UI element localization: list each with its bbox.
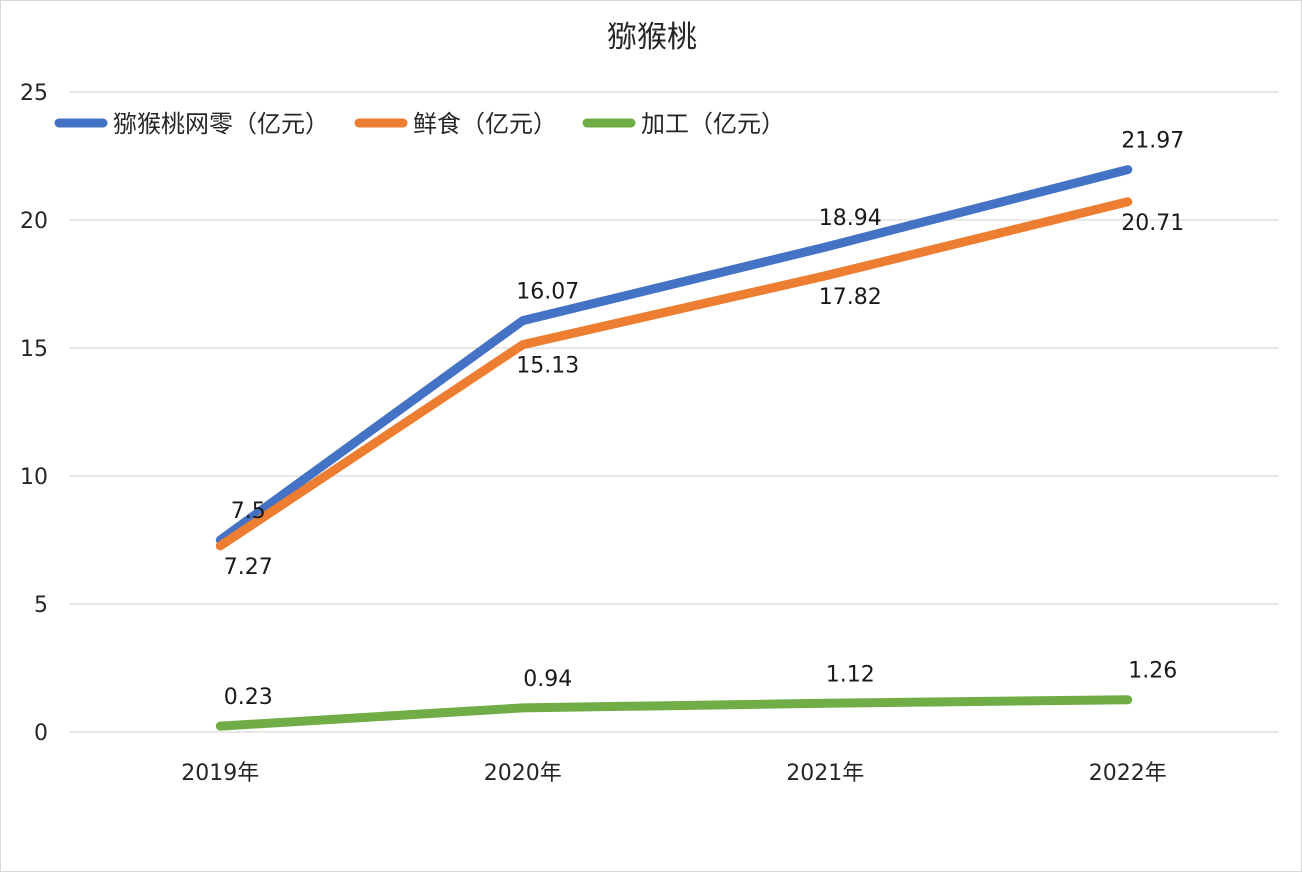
data-label: 15.13 [516, 354, 579, 379]
x-tick-label: 2019年 [181, 761, 259, 786]
y-tick-label: 10 [20, 465, 48, 490]
data-labels: 7.5 16.07 18.94 21.97 7.27 15.13 17.82 20.71 0.2… [224, 129, 1184, 711]
y-tick-label: 5 [34, 593, 48, 618]
series-line [215, 197, 1133, 551]
grid-layer [69, 91, 1279, 733]
y-tick-label: 25 [20, 81, 48, 106]
series-layer [215, 165, 1133, 731]
data-label: 7.5 [231, 499, 266, 524]
data-label: 17.82 [819, 285, 882, 310]
x-tick-label: 2021年 [786, 761, 864, 786]
y-axis: 0 5 10 15 20 25 [20, 81, 48, 746]
data-label: 20.71 [1121, 211, 1184, 236]
series-line [215, 165, 1133, 545]
legend-label: 鲜食（亿元） [413, 110, 557, 138]
x-tick-label: 2020年 [484, 761, 562, 786]
x-tick-label: 2022年 [1089, 761, 1167, 786]
data-label: 1.12 [826, 662, 875, 687]
y-tick-label: 20 [20, 209, 48, 234]
data-label: 0.94 [523, 667, 572, 692]
legend-label: 加工（亿元） [641, 110, 785, 138]
y-tick-label: 0 [34, 721, 48, 746]
data-label: 0.23 [224, 685, 273, 710]
legend: 猕猴桃网零（亿元） 鲜食（亿元） 加工（亿元） [54, 110, 785, 138]
data-label: 1.26 [1128, 659, 1177, 684]
data-label: 21.97 [1121, 129, 1184, 154]
series-line [215, 695, 1133, 731]
data-label: 18.94 [819, 206, 882, 231]
data-label: 7.27 [224, 555, 273, 580]
data-label: 16.07 [516, 280, 579, 305]
x-axis: 2019年 2020年 2021年 2022年 [181, 761, 1167, 786]
chart-title: 猕猴桃 [607, 20, 697, 55]
y-tick-label: 15 [20, 337, 48, 362]
legend-label: 猕猴桃网零（亿元） [113, 110, 329, 138]
